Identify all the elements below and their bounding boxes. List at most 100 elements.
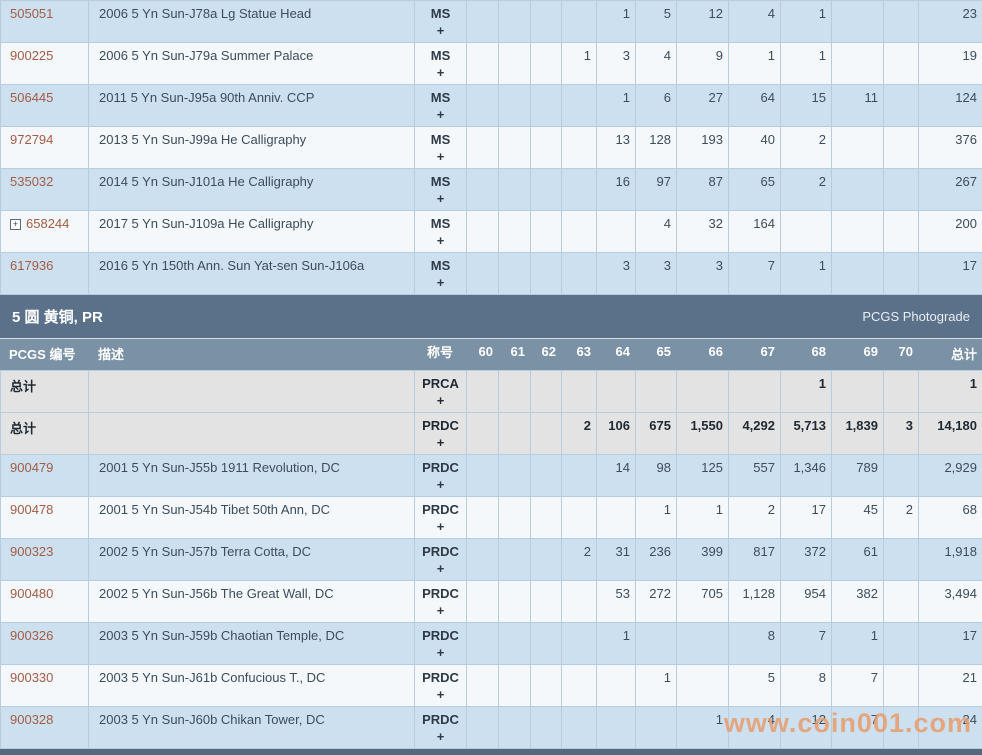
plus-toggle[interactable]: + [417,392,464,409]
plus-toggle[interactable]: + [417,728,464,745]
grade-cell-68: 954 [781,581,832,623]
grade-cell-62 [531,581,562,623]
grade-cell-61 [499,371,531,413]
grade-cell-60 [467,581,499,623]
plus-toggle[interactable]: + [417,644,464,661]
grade-cell-61 [499,539,531,581]
plus-toggle[interactable]: + [417,148,464,165]
grade-cell-67: 64 [729,85,781,127]
grade-cell-62 [531,253,562,295]
description-cell: 2001 5 Yn Sun-J55b 1911 Revolution, DC [89,455,415,497]
designation-cell: MS+ [415,169,467,211]
grade-cell-63 [562,85,597,127]
grade-cell-63 [562,127,597,169]
plus-toggle[interactable]: + [417,106,464,123]
description-cell: 2003 5 Yn Sun-J61b Confucious T., DC [89,665,415,707]
description-cell: 2011 5 Yn Sun-J95a 90th Anniv. CCP [89,85,415,127]
description-cell: 2006 5 Yn Sun-J78a Lg Statue Head [89,1,415,43]
plus-toggle[interactable]: + [417,190,464,207]
grade-cell-64 [597,211,636,253]
grade-cell-70 [884,253,919,295]
plus-toggle[interactable]: + [417,64,464,81]
grade-cell-65: 1 [636,497,677,539]
grade-cell-67: 4 [729,1,781,43]
grade-cell-63 [562,455,597,497]
grade-cell-66: 32 [677,211,729,253]
pcgs-number-link[interactable]: 617936 [10,258,53,273]
pcgs-number-link[interactable]: 900323 [10,544,53,559]
plus-toggle[interactable]: + [417,560,464,577]
grade-cell-65 [636,371,677,413]
grade-cell-70 [884,127,919,169]
pcgs-number-link[interactable]: 900225 [10,48,53,63]
pcgs-number-link[interactable]: 900328 [10,712,53,727]
grade-cell-60 [467,497,499,539]
pcgs-number-link[interactable]: 972794 [10,132,53,147]
grade-cell-63 [562,707,597,749]
pcgs-number-link[interactable]: 506445 [10,90,53,105]
total-cell: 3,494 [919,581,982,623]
plus-toggle[interactable]: + [417,686,464,703]
grade-cell-68: 372 [781,539,832,581]
plus-toggle[interactable]: + [417,476,464,493]
column-header-total: 总计 [918,339,982,370]
grade-cell-69 [832,43,884,85]
designation-label: PRDC [417,627,464,644]
grade-cell-64: 106 [597,413,636,455]
plus-toggle[interactable]: + [417,518,464,535]
grade-cell-68: 8 [781,665,832,707]
grade-cell-64: 16 [597,169,636,211]
grade-cell-63 [562,623,597,665]
pcgs-number-link[interactable]: 658244 [26,216,69,231]
grade-cell-62 [531,665,562,707]
grade-cell-63 [562,581,597,623]
grade-cell-62 [531,85,562,127]
designation-label: PRDC [417,417,464,434]
pcgs-number-link[interactable]: 900330 [10,670,53,685]
grade-cell-65 [636,707,677,749]
grade-cell-62 [531,1,562,43]
total-row-label: 总计 [10,421,36,436]
table-row: 506445 2011 5 Yn Sun-J95a 90th Anniv. CCP… [1,85,982,127]
grade-cell-68: 15 [781,85,832,127]
column-header-pcgs-number: PCGS 编号 [0,339,88,370]
plus-toggle[interactable]: + [417,434,464,451]
expand-icon[interactable]: + [10,219,21,230]
pcgs-number-link[interactable]: 900480 [10,586,53,601]
total-cell: 23 [919,1,982,43]
plus-toggle[interactable]: + [417,274,464,291]
total-cell: 17 [919,253,982,295]
grade-cell-62 [531,371,562,413]
pcgs-photograde-link[interactable]: PCGS Photograde [862,309,970,324]
grade-cell-70 [884,455,919,497]
designation-label: MS [417,47,464,64]
plus-toggle[interactable]: + [417,602,464,619]
grade-cell-62 [531,169,562,211]
description-cell [89,413,415,455]
plus-toggle[interactable]: + [417,232,464,249]
pcgs-number-cell: 900479 [1,455,89,497]
section-title: 5 圆 黄铜, PR [12,306,103,327]
pcgs-number-link[interactable]: 900478 [10,502,53,517]
grade-cell-63 [562,253,597,295]
pcgs-number-cell: 总计 [1,371,89,413]
pcgs-number-link[interactable]: 535032 [10,174,53,189]
total-cell: 14,180 [919,413,982,455]
grade-cell-61 [499,85,531,127]
pcgs-number-link[interactable]: 900326 [10,628,53,643]
plus-toggle[interactable]: + [417,22,464,39]
pcgs-number-link[interactable]: 900479 [10,460,53,475]
description-cell: 2006 5 Yn Sun-J79a Summer Palace [89,43,415,85]
designation-label: PRDC [417,501,464,518]
grade-cell-69 [832,253,884,295]
grade-cell-64: 31 [597,539,636,581]
pcgs-number-link[interactable]: 505051 [10,6,53,21]
designation-cell: PRDC+ [415,623,467,665]
grade-cell-67: 2 [729,497,781,539]
designation-label: PRDC [417,711,464,728]
designation-cell: MS+ [415,43,467,85]
